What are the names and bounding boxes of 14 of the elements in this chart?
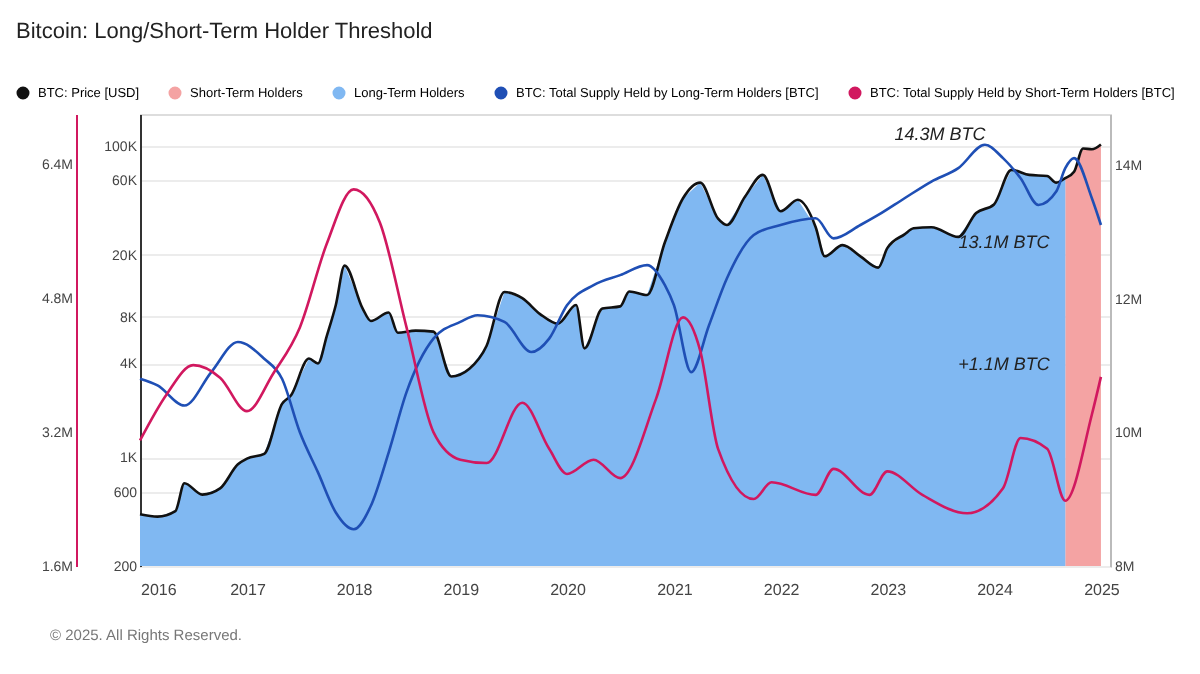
chart-title: Bitcoin: Long/Short-Term Holder Threshold <box>16 20 433 44</box>
x-tick-label: 2021 <box>657 581 694 599</box>
x-tick-label: 2024 <box>977 581 1014 599</box>
annotation: 14.3M BTC <box>894 124 987 144</box>
x-tick-label: 2016 <box>141 581 178 599</box>
x-tick-label: 2023 <box>870 581 908 599</box>
x-tick-label: 2022 <box>763 581 801 599</box>
x-tick-label: 2020 <box>550 581 587 599</box>
x-tick-label: 2019 <box>443 581 481 599</box>
annotation: +1.1M BTC <box>958 354 1051 374</box>
x-tick-label: 2017 <box>230 581 267 599</box>
annotation: 13.1M BTC <box>958 232 1051 252</box>
x-tick-label: 2018 <box>336 581 374 599</box>
x-tick-label: 2025 <box>1084 581 1121 599</box>
